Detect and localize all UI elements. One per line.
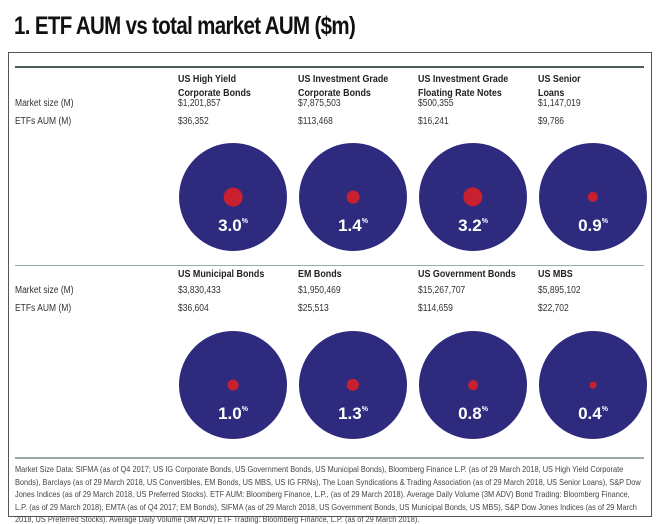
market-circle: 0.9% xyxy=(539,143,647,251)
pct-label: 0.4% xyxy=(539,404,647,424)
segment-name-line1: US Investment Grade xyxy=(418,73,509,85)
pct-label: 1.0% xyxy=(179,404,287,424)
pct-value: 3.2 xyxy=(458,216,482,235)
market-size-value: $1,201,857 xyxy=(178,98,221,109)
market-circle: 1.3% xyxy=(299,331,407,439)
etf-share-dot xyxy=(587,191,599,203)
pct-symbol: % xyxy=(601,406,608,413)
etf-aum-value: $113,468 xyxy=(298,116,333,127)
divider xyxy=(15,66,644,68)
pct-symbol: % xyxy=(241,406,248,413)
segment-name-line2: Corporate Bonds xyxy=(298,87,371,99)
segment-name-line1: US High Yield xyxy=(178,73,237,85)
market-circle: 1.4% xyxy=(299,143,407,251)
etf-aum-label: ETFs AUM (M) xyxy=(15,303,72,314)
market-circle: 1.0% xyxy=(179,331,287,439)
etf-aum-label: ETFs AUM (M) xyxy=(15,116,72,127)
etf-share-dot xyxy=(346,378,360,392)
market-circle: 3.2% xyxy=(419,143,527,251)
etf-aum-value: $25,513 xyxy=(298,303,329,314)
market-size-value: $3,830,433 xyxy=(178,285,221,296)
etf-aum-value: $16,241 xyxy=(418,116,449,127)
etf-aum-value: $9,786 xyxy=(538,116,565,127)
pct-label: 3.0% xyxy=(179,216,287,236)
page-title: 1. ETF AUM vs total market AUM ($m) xyxy=(14,12,356,40)
segment-name-line1: US Municipal Bonds xyxy=(178,268,265,280)
segment-name-line2: Floating Rate Notes xyxy=(418,87,502,99)
etf-share-dot xyxy=(223,187,243,207)
etf-share-dot xyxy=(346,190,360,204)
market-circle: 0.4% xyxy=(539,331,647,439)
market-size-value: $5,895,102 xyxy=(538,285,581,296)
market-size-value: $15,267,707 xyxy=(418,285,466,296)
pct-label: 0.8% xyxy=(419,404,527,424)
segment-name-line1: US Senior xyxy=(538,73,581,85)
segment-name-line1: US Government Bonds xyxy=(418,268,516,280)
etf-aum-value: $22,702 xyxy=(538,303,569,314)
etf-aum-value: $36,352 xyxy=(178,116,209,127)
pct-value: 0.4 xyxy=(578,404,602,423)
segment-name-line2: Loans xyxy=(538,87,565,99)
market-circle: 0.8% xyxy=(419,331,527,439)
divider xyxy=(15,457,644,459)
pct-label: 3.2% xyxy=(419,216,527,236)
etf-share-dot xyxy=(468,380,478,390)
pct-symbol: % xyxy=(481,218,488,225)
market-circle: 3.0% xyxy=(179,143,287,251)
market-size-value: $1,147,019 xyxy=(538,98,581,109)
pct-value: 1.3 xyxy=(338,404,362,423)
pct-label: 0.9% xyxy=(539,216,647,236)
pct-value: 3.0 xyxy=(218,216,242,235)
pct-value: 0.9 xyxy=(578,216,602,235)
pct-label: 1.4% xyxy=(299,216,407,236)
market-size-value: $1,950,469 xyxy=(298,285,341,296)
segment-name-line2: Corporate Bonds xyxy=(178,87,251,99)
etf-aum-value: $36,604 xyxy=(178,303,209,314)
market-size-label: Market size (M) xyxy=(15,98,74,109)
segment-name-line1: EM Bonds xyxy=(298,268,342,280)
etf-share-dot xyxy=(227,379,239,391)
pct-value: 1.0 xyxy=(218,404,242,423)
market-size-label: Market size (M) xyxy=(15,285,74,296)
figure-frame xyxy=(8,52,652,517)
pct-symbol: % xyxy=(361,406,368,413)
divider xyxy=(15,265,644,266)
pct-value: 0.8 xyxy=(458,404,482,423)
market-size-value: $500,355 xyxy=(418,98,454,109)
etf-aum-value: $114,659 xyxy=(418,303,453,314)
pct-symbol: % xyxy=(241,218,248,225)
pct-symbol: % xyxy=(481,406,488,413)
etf-share-dot xyxy=(463,187,483,207)
etf-share-dot xyxy=(589,381,597,389)
footnote: Market Size Data: SIFMA (as of Q4 2017; … xyxy=(15,464,641,524)
pct-value: 1.4 xyxy=(338,216,362,235)
market-size-value: $7,875,503 xyxy=(298,98,341,109)
pct-label: 1.3% xyxy=(299,404,407,424)
segment-name-line1: US MBS xyxy=(538,268,573,280)
segment-name-line1: US Investment Grade xyxy=(298,73,389,85)
pct-symbol: % xyxy=(601,218,608,225)
pct-symbol: % xyxy=(361,218,368,225)
